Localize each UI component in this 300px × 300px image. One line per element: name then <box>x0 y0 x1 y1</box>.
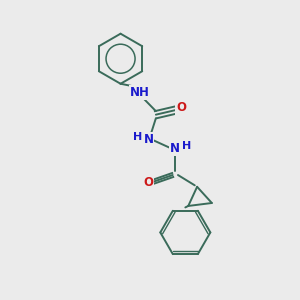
Text: O: O <box>143 176 154 189</box>
Text: N: N <box>170 142 180 155</box>
Text: N: N <box>143 133 154 146</box>
Text: NH: NH <box>130 86 150 99</box>
Text: H: H <box>133 132 142 142</box>
Text: O: O <box>176 101 186 114</box>
Text: H: H <box>182 141 191 151</box>
